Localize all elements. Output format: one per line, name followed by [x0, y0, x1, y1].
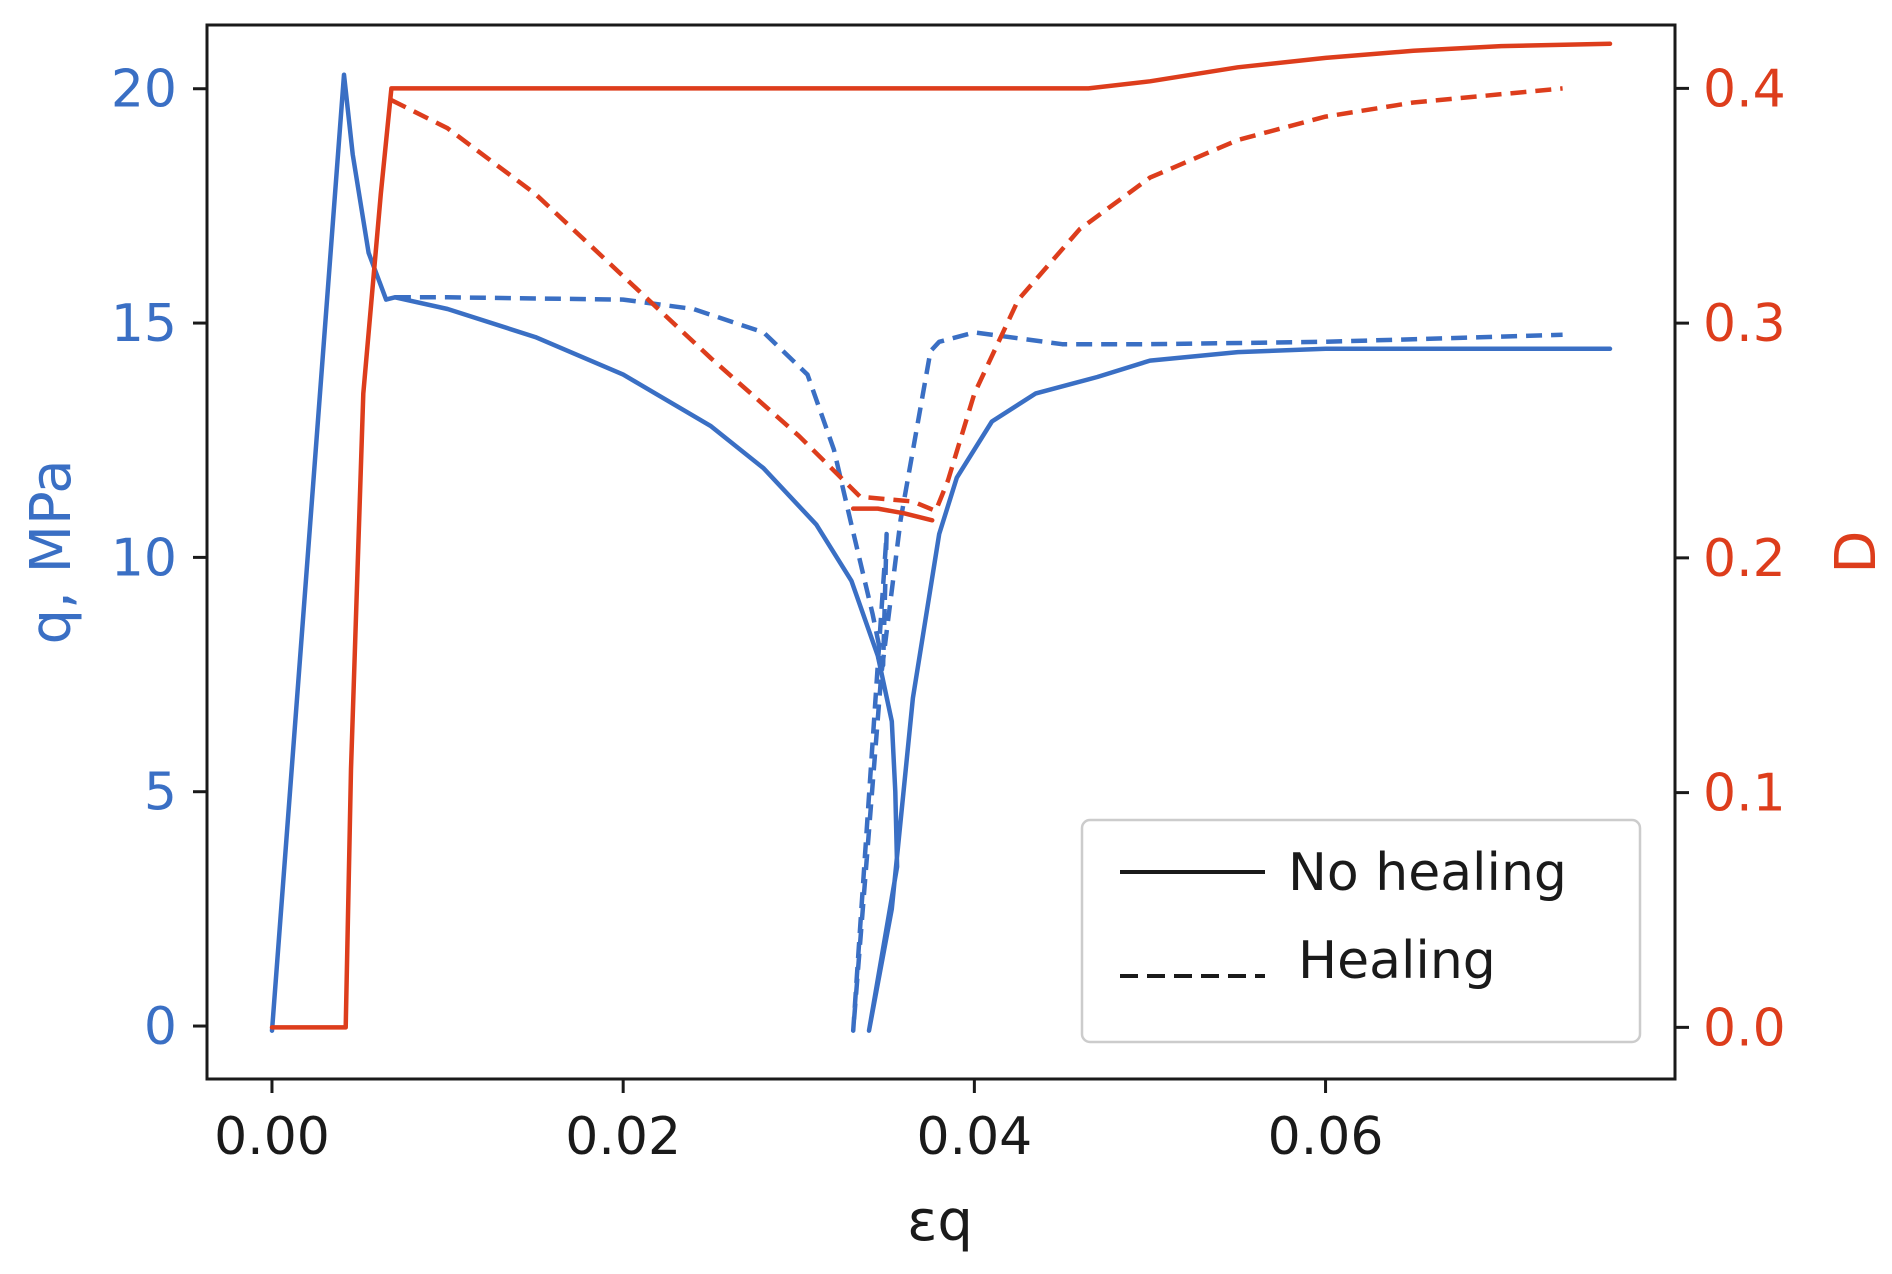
y-left-tick-label: 5: [144, 763, 177, 823]
x-tick-label: 0.02: [565, 1107, 681, 1167]
series-line-2-D-solid: [269, 41, 1613, 1030]
y-axis-left: 0 5 10 15 20: [111, 60, 207, 1057]
y-right-tick-label: 0.2: [1703, 529, 1786, 589]
series-line-0-q-solid: [269, 72, 1613, 1033]
x-tick-label: 0.00: [214, 1107, 330, 1167]
x-axis-label: εq: [907, 1189, 973, 1254]
series-line-1-q-dashed: [394, 295, 1563, 1033]
series-line-4-D-solid: [850, 506, 935, 523]
series-layer: [269, 41, 1613, 1033]
y-right-tick-label: 0.1: [1703, 764, 1786, 824]
y-axis-right-label: D: [1824, 530, 1889, 573]
y-left-tick-label: 20: [111, 60, 177, 120]
y-right-tick-label: 0.4: [1703, 59, 1786, 119]
y-left-tick-label: 0: [144, 997, 177, 1057]
y-right-tick-label: 0.0: [1703, 998, 1786, 1058]
series-line-3-D-dashed: [390, 86, 1563, 514]
y-right-tick-label: 0.3: [1703, 294, 1786, 354]
legend-label-no-healing: No healing: [1288, 843, 1567, 903]
legend: No healing Healing: [1080, 818, 1642, 1044]
y-left-tick-label: 10: [111, 528, 177, 588]
x-tick-label: 0.06: [1268, 1107, 1384, 1167]
y-axis-left-label: q, MPa: [19, 459, 84, 644]
x-axis: 0.00 0.02 0.04 0.06: [214, 1079, 1383, 1167]
y-left-tick-label: 15: [111, 294, 177, 354]
plot-frame: [205, 23, 1677, 1081]
x-tick-label: 0.04: [916, 1107, 1032, 1167]
y-axis-right: 0.0 0.1 0.2 0.3 0.4: [1675, 59, 1786, 1058]
legend-box: [1080, 818, 1642, 1044]
legend-label-healing: Healing: [1298, 931, 1496, 991]
